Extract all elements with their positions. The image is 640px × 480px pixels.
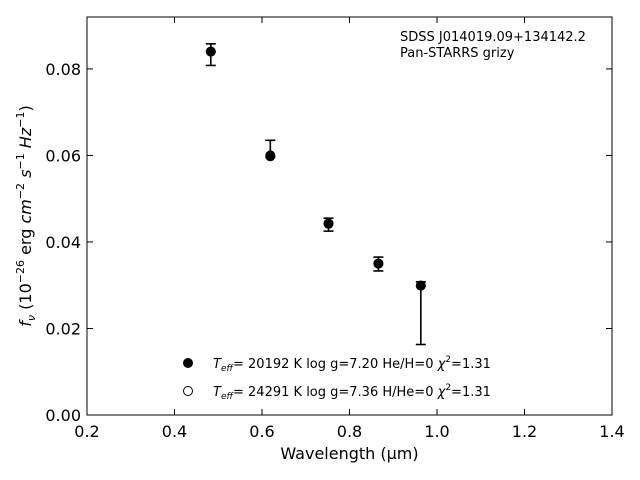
y-tick-label: 0.02 bbox=[45, 319, 81, 338]
legend-marker-open bbox=[183, 386, 193, 396]
y-axis-label: fν (10−26 erg cm−2 s−1 Hz−1) bbox=[14, 105, 38, 326]
annotation-object-name: SDSS J014019.09+134142.2 bbox=[400, 30, 586, 45]
legend-label-1: Teff= 20192 K log g=7.20 He/H=0 χ2=1.31 bbox=[213, 355, 491, 374]
data-point-filled bbox=[415, 280, 426, 291]
y-tick-label: 0.00 bbox=[45, 406, 81, 425]
y-axis: 0.00 0.02 0.04 0.06 0.08 bbox=[45, 60, 612, 425]
legend: Teff= 20192 K log g=7.20 He/H=0 χ2=1.31 … bbox=[183, 355, 491, 402]
x-tick-label: 1.4 bbox=[599, 422, 624, 441]
data-point-filled bbox=[205, 46, 216, 57]
x-tick-label: 0.2 bbox=[74, 422, 99, 441]
legend-label-2: Teff= 24291 K log g=7.36 H/He=0 χ2=1.31 bbox=[213, 383, 491, 402]
annotation-survey: Pan-STARRS grizy bbox=[400, 46, 515, 61]
y-tick-label: 0.04 bbox=[45, 233, 81, 252]
x-tick-label: 0.8 bbox=[337, 422, 362, 441]
x-tick-label: 0.4 bbox=[162, 422, 187, 441]
legend-entry-2: Teff= 24291 K log g=7.36 H/He=0 χ2=1.31 bbox=[183, 383, 491, 402]
data-point-filled bbox=[323, 218, 334, 229]
data-points bbox=[205, 46, 426, 291]
data-point-filled bbox=[373, 258, 384, 269]
x-axis-label: Wavelength (μm) bbox=[280, 444, 418, 463]
x-tick-label: 0.6 bbox=[249, 422, 274, 441]
legend-entry-1: Teff= 20192 K log g=7.20 He/H=0 χ2=1.31 bbox=[183, 355, 491, 374]
x-tick-label: 1.0 bbox=[424, 422, 449, 441]
plot-area bbox=[86, 16, 613, 416]
y-tick-label: 0.08 bbox=[45, 60, 81, 79]
x-axis: 0.2 0.4 0.6 0.8 1.0 1.2 1.4 bbox=[74, 17, 625, 441]
y-tick-label: 0.06 bbox=[45, 146, 81, 165]
legend-marker-filled bbox=[183, 358, 193, 368]
data-point-filled bbox=[265, 150, 276, 161]
x-tick-label: 1.2 bbox=[512, 422, 537, 441]
